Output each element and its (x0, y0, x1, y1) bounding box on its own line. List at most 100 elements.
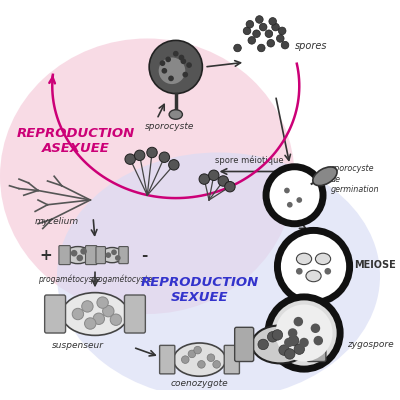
Circle shape (162, 68, 167, 74)
Text: REPRODUCTION
SEXUEE: REPRODUCTION SEXUEE (140, 276, 259, 304)
Circle shape (288, 328, 297, 338)
Circle shape (208, 170, 219, 180)
Circle shape (188, 350, 196, 358)
Circle shape (103, 306, 114, 317)
Circle shape (71, 250, 78, 256)
Ellipse shape (173, 343, 226, 376)
Circle shape (182, 356, 189, 364)
FancyBboxPatch shape (96, 246, 106, 264)
Circle shape (276, 304, 332, 362)
Circle shape (248, 36, 256, 44)
Circle shape (194, 346, 202, 354)
Text: spore méiotique: spore méiotique (215, 155, 283, 165)
FancyBboxPatch shape (235, 327, 254, 362)
Circle shape (314, 336, 323, 345)
Circle shape (258, 339, 268, 350)
Circle shape (281, 41, 289, 49)
Ellipse shape (306, 270, 321, 282)
FancyBboxPatch shape (45, 295, 66, 333)
Circle shape (269, 18, 276, 25)
Circle shape (265, 30, 273, 38)
Text: MEIOSE: MEIOSE (354, 260, 396, 270)
Text: sporocyste: sporocyste (144, 122, 194, 131)
Text: spores: spores (294, 41, 327, 51)
Ellipse shape (101, 248, 124, 263)
Circle shape (134, 150, 145, 160)
Circle shape (160, 60, 165, 66)
FancyBboxPatch shape (124, 295, 145, 333)
Circle shape (182, 72, 188, 78)
Circle shape (111, 250, 117, 255)
Circle shape (207, 354, 215, 362)
Circle shape (159, 152, 170, 162)
Ellipse shape (316, 253, 331, 265)
FancyBboxPatch shape (224, 345, 240, 374)
Circle shape (266, 167, 323, 224)
Circle shape (106, 252, 111, 258)
Circle shape (225, 182, 235, 192)
Circle shape (284, 338, 294, 347)
Circle shape (110, 314, 122, 326)
Text: mycelium: mycelium (35, 217, 79, 226)
Circle shape (296, 197, 302, 203)
Circle shape (278, 27, 286, 35)
FancyBboxPatch shape (307, 327, 326, 362)
Circle shape (213, 360, 220, 368)
Circle shape (272, 330, 283, 340)
Circle shape (267, 40, 274, 47)
Text: suspenseur: suspenseur (52, 341, 104, 350)
Ellipse shape (313, 167, 337, 186)
Circle shape (93, 313, 104, 324)
Text: REPRODUCTION
ASEXUEE: REPRODUCTION ASEXUEE (17, 127, 135, 155)
Circle shape (84, 318, 96, 329)
Ellipse shape (57, 152, 380, 400)
Circle shape (218, 176, 228, 186)
Circle shape (268, 332, 278, 342)
Circle shape (80, 248, 87, 255)
Circle shape (173, 51, 179, 56)
Circle shape (169, 160, 179, 170)
Circle shape (287, 202, 293, 208)
Circle shape (311, 324, 320, 333)
Circle shape (243, 27, 251, 35)
Circle shape (234, 44, 241, 52)
Text: +: + (39, 248, 52, 263)
Text: progamétocyste: progamétocyste (90, 274, 153, 284)
Circle shape (272, 23, 279, 31)
Ellipse shape (252, 326, 309, 364)
Circle shape (198, 360, 205, 368)
Text: zygospore: zygospore (347, 340, 394, 349)
Ellipse shape (62, 293, 128, 335)
FancyBboxPatch shape (160, 345, 175, 374)
Circle shape (259, 23, 267, 31)
Circle shape (278, 230, 350, 303)
Text: coenozygote: coenozygote (171, 379, 228, 388)
Circle shape (294, 317, 303, 326)
Circle shape (268, 297, 340, 369)
Circle shape (125, 154, 135, 164)
Ellipse shape (0, 38, 294, 314)
Ellipse shape (296, 253, 312, 265)
Circle shape (253, 30, 260, 38)
Ellipse shape (169, 110, 182, 119)
Circle shape (159, 58, 185, 84)
Text: progamétocyste: progamétocyste (38, 274, 100, 284)
Circle shape (72, 308, 84, 320)
Circle shape (149, 40, 202, 94)
Circle shape (294, 344, 304, 354)
Circle shape (256, 16, 263, 23)
Circle shape (246, 20, 254, 28)
FancyBboxPatch shape (86, 246, 97, 265)
Circle shape (284, 188, 290, 193)
FancyBboxPatch shape (59, 246, 70, 265)
Circle shape (180, 58, 186, 64)
Ellipse shape (65, 246, 91, 264)
Circle shape (147, 147, 157, 158)
Circle shape (296, 268, 303, 274)
Circle shape (179, 55, 184, 60)
Circle shape (115, 255, 121, 261)
Circle shape (279, 345, 289, 355)
Circle shape (186, 62, 192, 68)
FancyBboxPatch shape (119, 246, 128, 264)
Circle shape (324, 268, 331, 274)
